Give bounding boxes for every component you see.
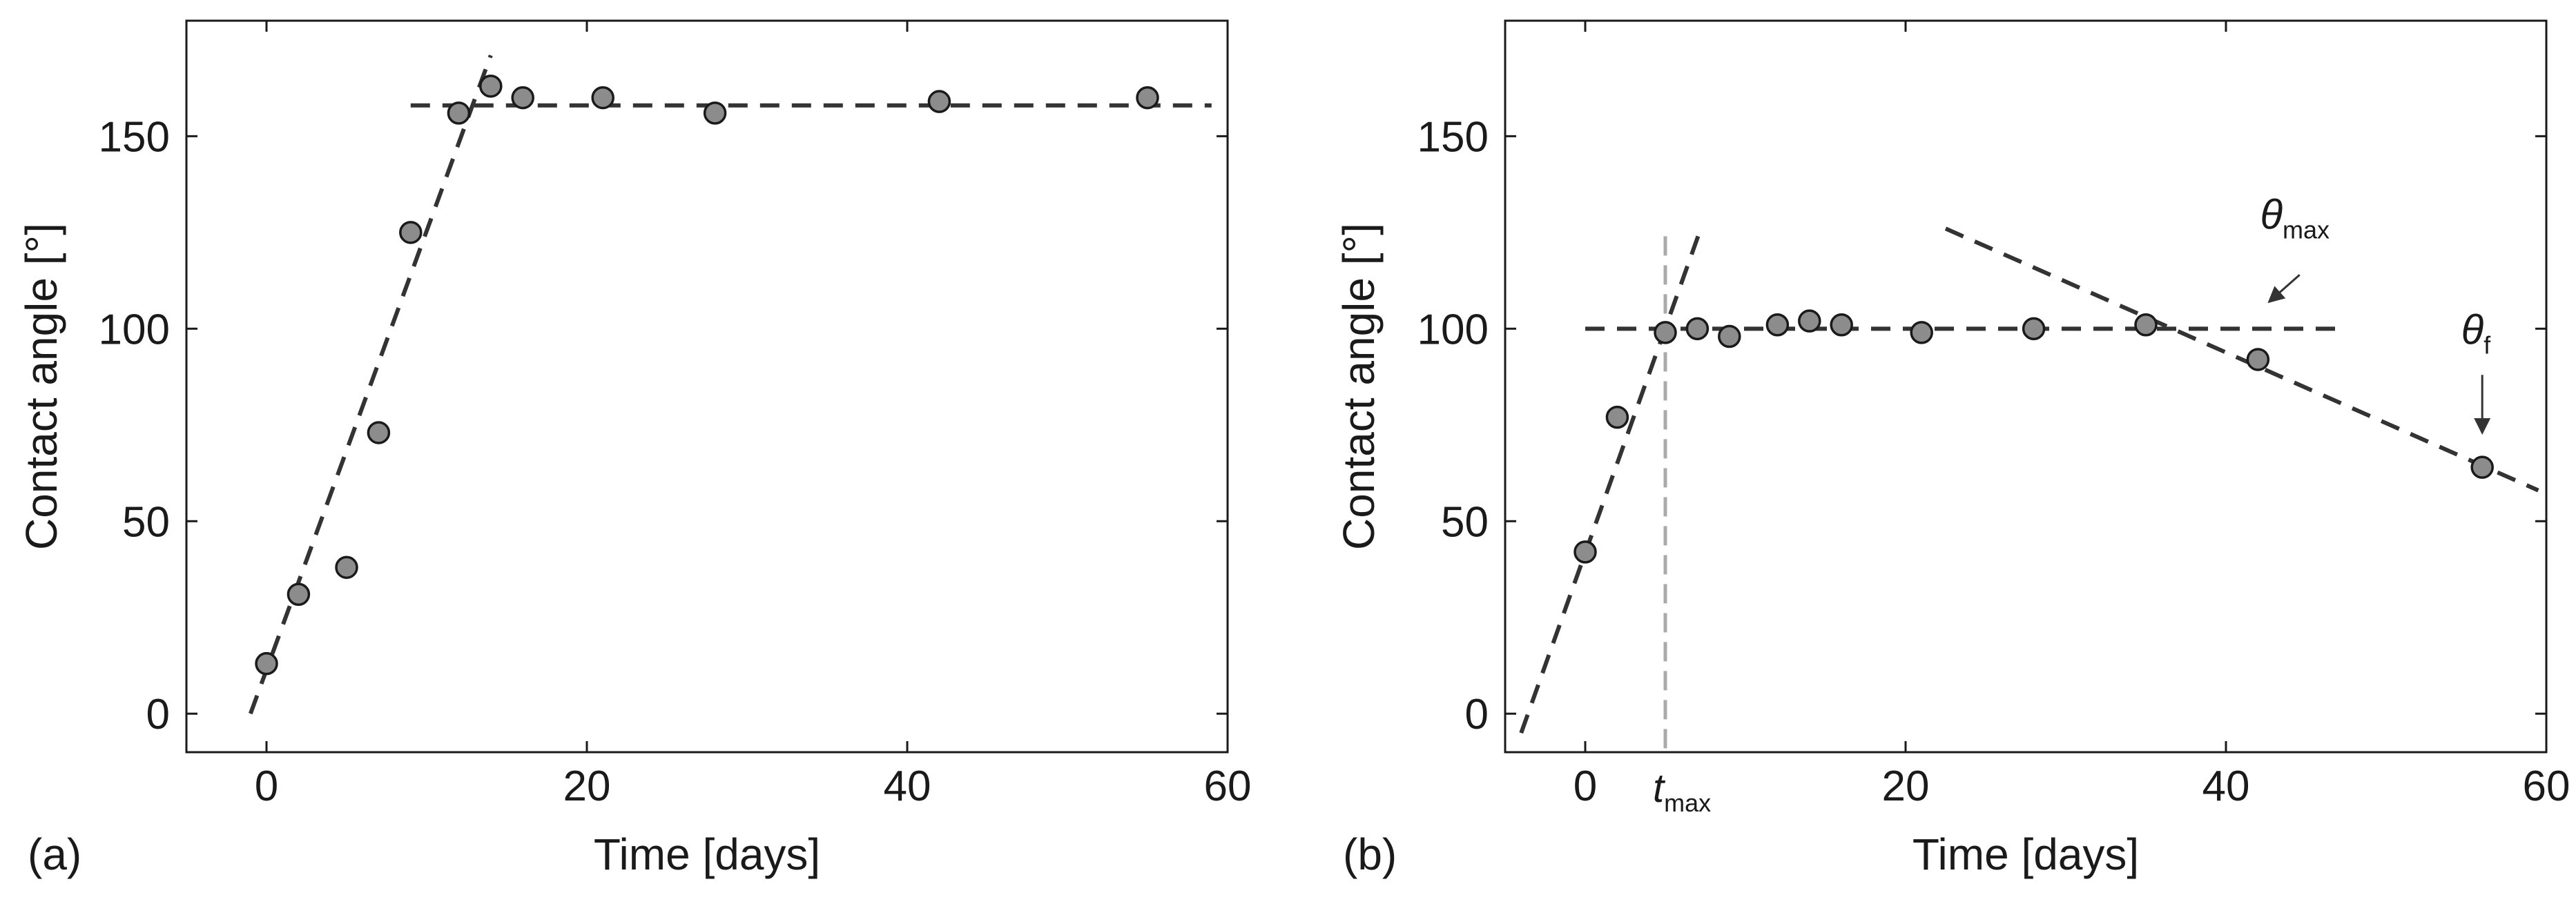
- data-point: [927, 90, 951, 113]
- data-point: [1573, 540, 1597, 564]
- data-point: [1718, 324, 1741, 348]
- data-point: [1765, 313, 1790, 337]
- data-point: [1798, 309, 1821, 333]
- fit-lines: [248, 55, 1212, 715]
- y-axis-label: Contact angle [°]: [17, 223, 66, 550]
- x-tick-label: 0: [1573, 763, 1597, 810]
- panel-label: (b): [1343, 829, 1397, 879]
- data-point: [1685, 317, 1710, 341]
- y-tick-label: 150: [99, 113, 170, 161]
- data-point: [703, 101, 727, 125]
- x-tick-label: 60: [2523, 763, 2570, 810]
- panel-label: (a): [28, 829, 81, 879]
- data-point: [2022, 317, 2046, 341]
- y-tick-label: 50: [122, 498, 170, 546]
- y-tick-label: 100: [99, 306, 170, 353]
- annotation-label: θmax: [2260, 191, 2330, 244]
- data-point: [1654, 321, 1677, 344]
- x-tick-label: 0: [255, 763, 278, 810]
- fit-line: [1519, 224, 1705, 734]
- y-tick-label: 0: [1465, 691, 1489, 738]
- fit-line: [1944, 226, 2539, 493]
- data-point: [1605, 405, 1629, 429]
- data-point: [287, 582, 311, 607]
- x-axis-label: Time [days]: [1912, 829, 2139, 879]
- x-tick-label: 60: [1204, 763, 1252, 810]
- data-point: [255, 651, 278, 676]
- plot-frame: [1504, 19, 2548, 754]
- y-tick-label: 50: [1441, 498, 1489, 546]
- data-point: [335, 556, 358, 579]
- plot-frame: [185, 19, 1229, 754]
- x-tick-label: 40: [884, 763, 931, 810]
- data-point: [399, 221, 423, 244]
- data-points: [1573, 309, 2494, 564]
- data-point: [1910, 321, 1933, 344]
- x-tick-label: 40: [2202, 763, 2250, 810]
- annotation-arrow: [2267, 274, 2301, 304]
- data-point: [591, 86, 614, 110]
- data-point: [2134, 313, 2158, 337]
- data-point: [367, 421, 391, 444]
- panel-a: 0 20 40 60 0 50 100 150 Time [days] Contact angle…: [17, 19, 1252, 879]
- data-point: [2470, 455, 2494, 479]
- data-points: [255, 75, 1159, 676]
- data-point: [2246, 348, 2270, 371]
- panel-b: 0 20 40 60 0 50 100 150 Time [days] Contact angle…: [1334, 19, 2570, 879]
- data-point: [1830, 313, 1853, 337]
- y-tick-label: 150: [1417, 113, 1489, 161]
- fit-lines: [1519, 224, 2539, 734]
- fit-line: [248, 55, 493, 715]
- y-axis-label: Contact angle [°]: [1334, 223, 1384, 550]
- data-point: [1136, 86, 1159, 110]
- x-tick-label: 20: [1882, 763, 1930, 810]
- annotation-label: θf: [2461, 307, 2492, 360]
- x-tick-label: 20: [563, 763, 611, 810]
- x-axis-label: Time [days]: [594, 829, 820, 879]
- data-point: [479, 75, 503, 98]
- vertical-marker-label: tmax: [1653, 766, 1711, 817]
- data-point: [447, 101, 471, 125]
- y-tick-label: 100: [1417, 306, 1489, 353]
- data-point: [511, 86, 534, 110]
- y-tick-label: 0: [146, 691, 170, 738]
